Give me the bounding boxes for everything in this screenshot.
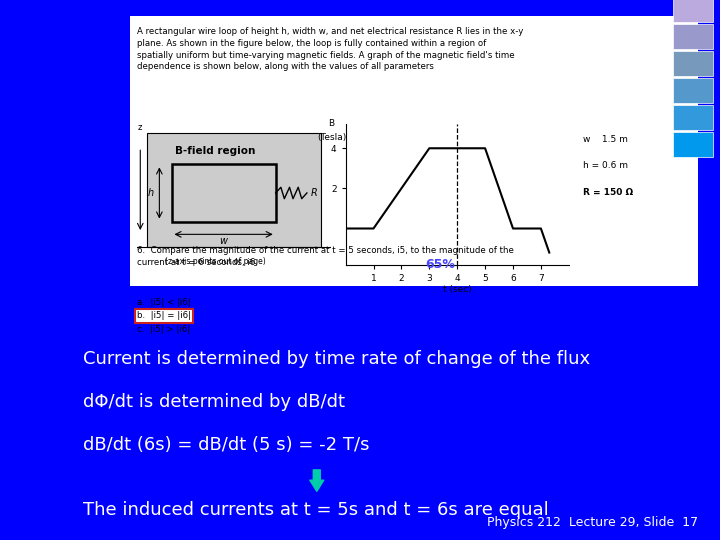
Text: B-field region: B-field region	[175, 146, 256, 156]
Text: c.  |i5| > |i6|: c. |i5| > |i6|	[137, 325, 190, 334]
Text: h: h	[148, 188, 154, 198]
Text: 6.  Compare the magnitude of the current at t = 5 seconds, i5, to the magnitude : 6. Compare the magnitude of the current …	[137, 246, 513, 267]
Bar	[673, 24, 713, 49]
Text: Current is determined by time rate of change of the flux: Current is determined by time rate of ch…	[83, 350, 590, 368]
Text: (z-axis points out of page): (z-axis points out of page)	[165, 257, 266, 266]
Text: R = 150 Ω: R = 150 Ω	[583, 188, 634, 197]
Text: 65%: 65%	[425, 258, 455, 271]
Text: z: z	[138, 123, 143, 132]
Bar	[171, 165, 276, 221]
Text: R: R	[310, 188, 317, 198]
Text: The induced currents at t = 5s and t = 6s are equal: The induced currents at t = 5s and t = 6…	[83, 501, 549, 519]
Bar	[673, 51, 713, 76]
Bar	[147, 133, 321, 247]
X-axis label: t (sec): t (sec)	[443, 286, 472, 294]
Text: A rectangular wire loop of height h, width w, and net electrical resistance R li: A rectangular wire loop of height h, wid…	[137, 27, 523, 71]
Text: (Tesla): (Tesla)	[317, 133, 346, 142]
FancyArrowPatch shape	[310, 470, 324, 491]
Bar	[673, 132, 713, 157]
Bar	[673, 105, 713, 130]
Text: w    1.5 m: w 1.5 m	[583, 135, 628, 144]
Bar	[673, 78, 713, 103]
Bar	[130, 16, 698, 286]
Text: dB/dt (6s) = dB/dt (5 s) = -2 T/s: dB/dt (6s) = dB/dt (5 s) = -2 T/s	[83, 436, 369, 455]
Text: B: B	[328, 119, 335, 128]
Text: h = 0.6 m: h = 0.6 m	[583, 161, 628, 171]
Text: dΦ/dt is determined by dB/dt: dΦ/dt is determined by dB/dt	[83, 393, 345, 411]
Text: a.  |i5| < |i6|: a. |i5| < |i6|	[137, 298, 191, 307]
Bar	[673, 0, 713, 22]
Text: w: w	[220, 237, 228, 246]
Text: b.  |i5| = |i6|: b. |i5| = |i6|	[137, 312, 191, 320]
Text: Physics 212  Lecture 29, Slide  17: Physics 212 Lecture 29, Slide 17	[487, 516, 698, 529]
